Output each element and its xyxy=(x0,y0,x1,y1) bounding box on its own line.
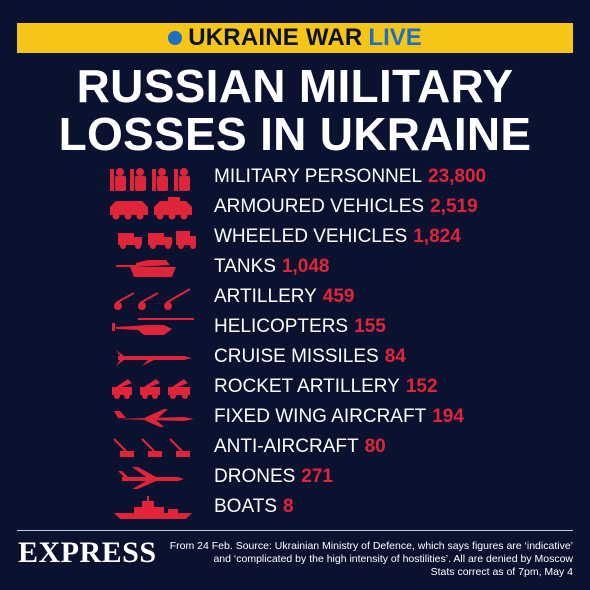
loss-row-armoured-vehicles: ARMOURED VEHICLES 2,519 xyxy=(0,193,590,223)
loss-row-artillery: ARTILLERY 459 xyxy=(0,283,590,313)
loss-row-boats: BOATS 8 xyxy=(0,493,590,523)
loss-row-personnel: MILITARY PERSONNEL 23,800 xyxy=(0,163,590,193)
loss-label: DRONES xyxy=(214,466,296,487)
loss-value: 194 xyxy=(432,406,464,427)
helicopter-icon xyxy=(112,318,194,335)
loss-label: WHEELED VEHICLES xyxy=(214,226,408,247)
loss-row-drones: DRONES 271 xyxy=(0,463,590,493)
cruise-missile-icon xyxy=(116,350,192,366)
live-dot-icon xyxy=(168,31,183,45)
soldiers-icon xyxy=(110,168,190,191)
ukraine-war-live-banner: UKRAINE WAR LIVE xyxy=(17,23,573,53)
title-line-1: RUSSIAN MILITARY xyxy=(76,60,514,112)
loss-label: ANTI-AIRCRAFT xyxy=(214,436,359,457)
source-line-1: From 24 Feb. Source: Ukrainian Ministry … xyxy=(169,540,573,552)
tank-icon xyxy=(116,260,176,277)
loss-value: 2,519 xyxy=(430,196,478,217)
artillery-icon xyxy=(114,288,191,310)
express-logo: EXPRESS xyxy=(18,536,157,569)
loss-value: 1,824 xyxy=(413,226,461,247)
drone-icon xyxy=(118,467,184,489)
loss-label: ARTILLERY xyxy=(214,286,317,307)
loss-value: 8 xyxy=(283,496,294,517)
loss-label: BOATS xyxy=(214,496,277,517)
loss-label: ARMOURED VEHICLES xyxy=(214,196,425,217)
source-line-2: and ‘complicated by the high intensity o… xyxy=(213,553,573,565)
loss-value: 1,048 xyxy=(281,256,330,277)
loss-value: 459 xyxy=(322,286,355,307)
footer-divider xyxy=(17,530,573,531)
page-title: RUSSIAN MILITARY LOSSES IN UKRAINE xyxy=(0,62,590,158)
source-note: From 24 Feb. Source: Ukrainian Ministry … xyxy=(153,540,573,579)
rocket-artillery-icon xyxy=(112,379,190,399)
loss-row-anti-aircraft: ANTI-AIRCRAFT 80 xyxy=(0,433,590,463)
loss-value: 271 xyxy=(301,466,333,487)
anti-aircraft-icon xyxy=(113,438,190,457)
loss-row-rocket-artillery: ROCKET ARTILLERY 152 xyxy=(0,373,590,403)
loss-label: TANKS xyxy=(214,256,276,277)
boat-icon xyxy=(114,496,192,519)
loss-row-helicopters: HELICOPTERS 155 xyxy=(0,313,590,343)
losses-list: MILITARY PERSONNEL 23,800 ARMOURED VEHICL… xyxy=(0,163,590,523)
loss-row-tanks: TANKS 1,048 xyxy=(0,253,590,283)
loss-label: MILITARY PERSONNEL xyxy=(214,166,423,187)
loss-row-wheeled-vehicles: WHEELED VEHICLES 1,824 xyxy=(0,223,590,253)
armoured-vehicles-icon xyxy=(110,197,192,220)
loss-value: 155 xyxy=(354,316,386,337)
loss-value: 80 xyxy=(364,436,386,457)
wheeled-vehicles-icon xyxy=(118,231,196,249)
loss-value: 23,800 xyxy=(428,166,487,187)
title-line-2: LOSSES IN UKRAINE xyxy=(58,108,532,160)
loss-value: 152 xyxy=(405,376,438,397)
loss-label: ROCKET ARTILLERY xyxy=(214,376,400,397)
loss-label: HELICOPTERS xyxy=(214,316,349,337)
loss-row-fixed-wing-aircraft: FIXED WING AIRCRAFT 194 xyxy=(0,403,590,433)
loss-row-cruise-missiles: CRUISE MISSILES 84 xyxy=(0,343,590,373)
fixed-wing-aircraft-icon xyxy=(114,409,194,427)
loss-label: CRUISE MISSILES xyxy=(214,346,379,367)
loss-label: FIXED WING AIRCRAFT xyxy=(214,406,427,427)
stats-date: Stats correct as of 7pm, May 4 xyxy=(430,566,573,578)
loss-value: 84 xyxy=(384,346,406,367)
banner-live-label: LIVE xyxy=(368,24,422,51)
banner-label: UKRAINE WAR xyxy=(188,24,363,51)
